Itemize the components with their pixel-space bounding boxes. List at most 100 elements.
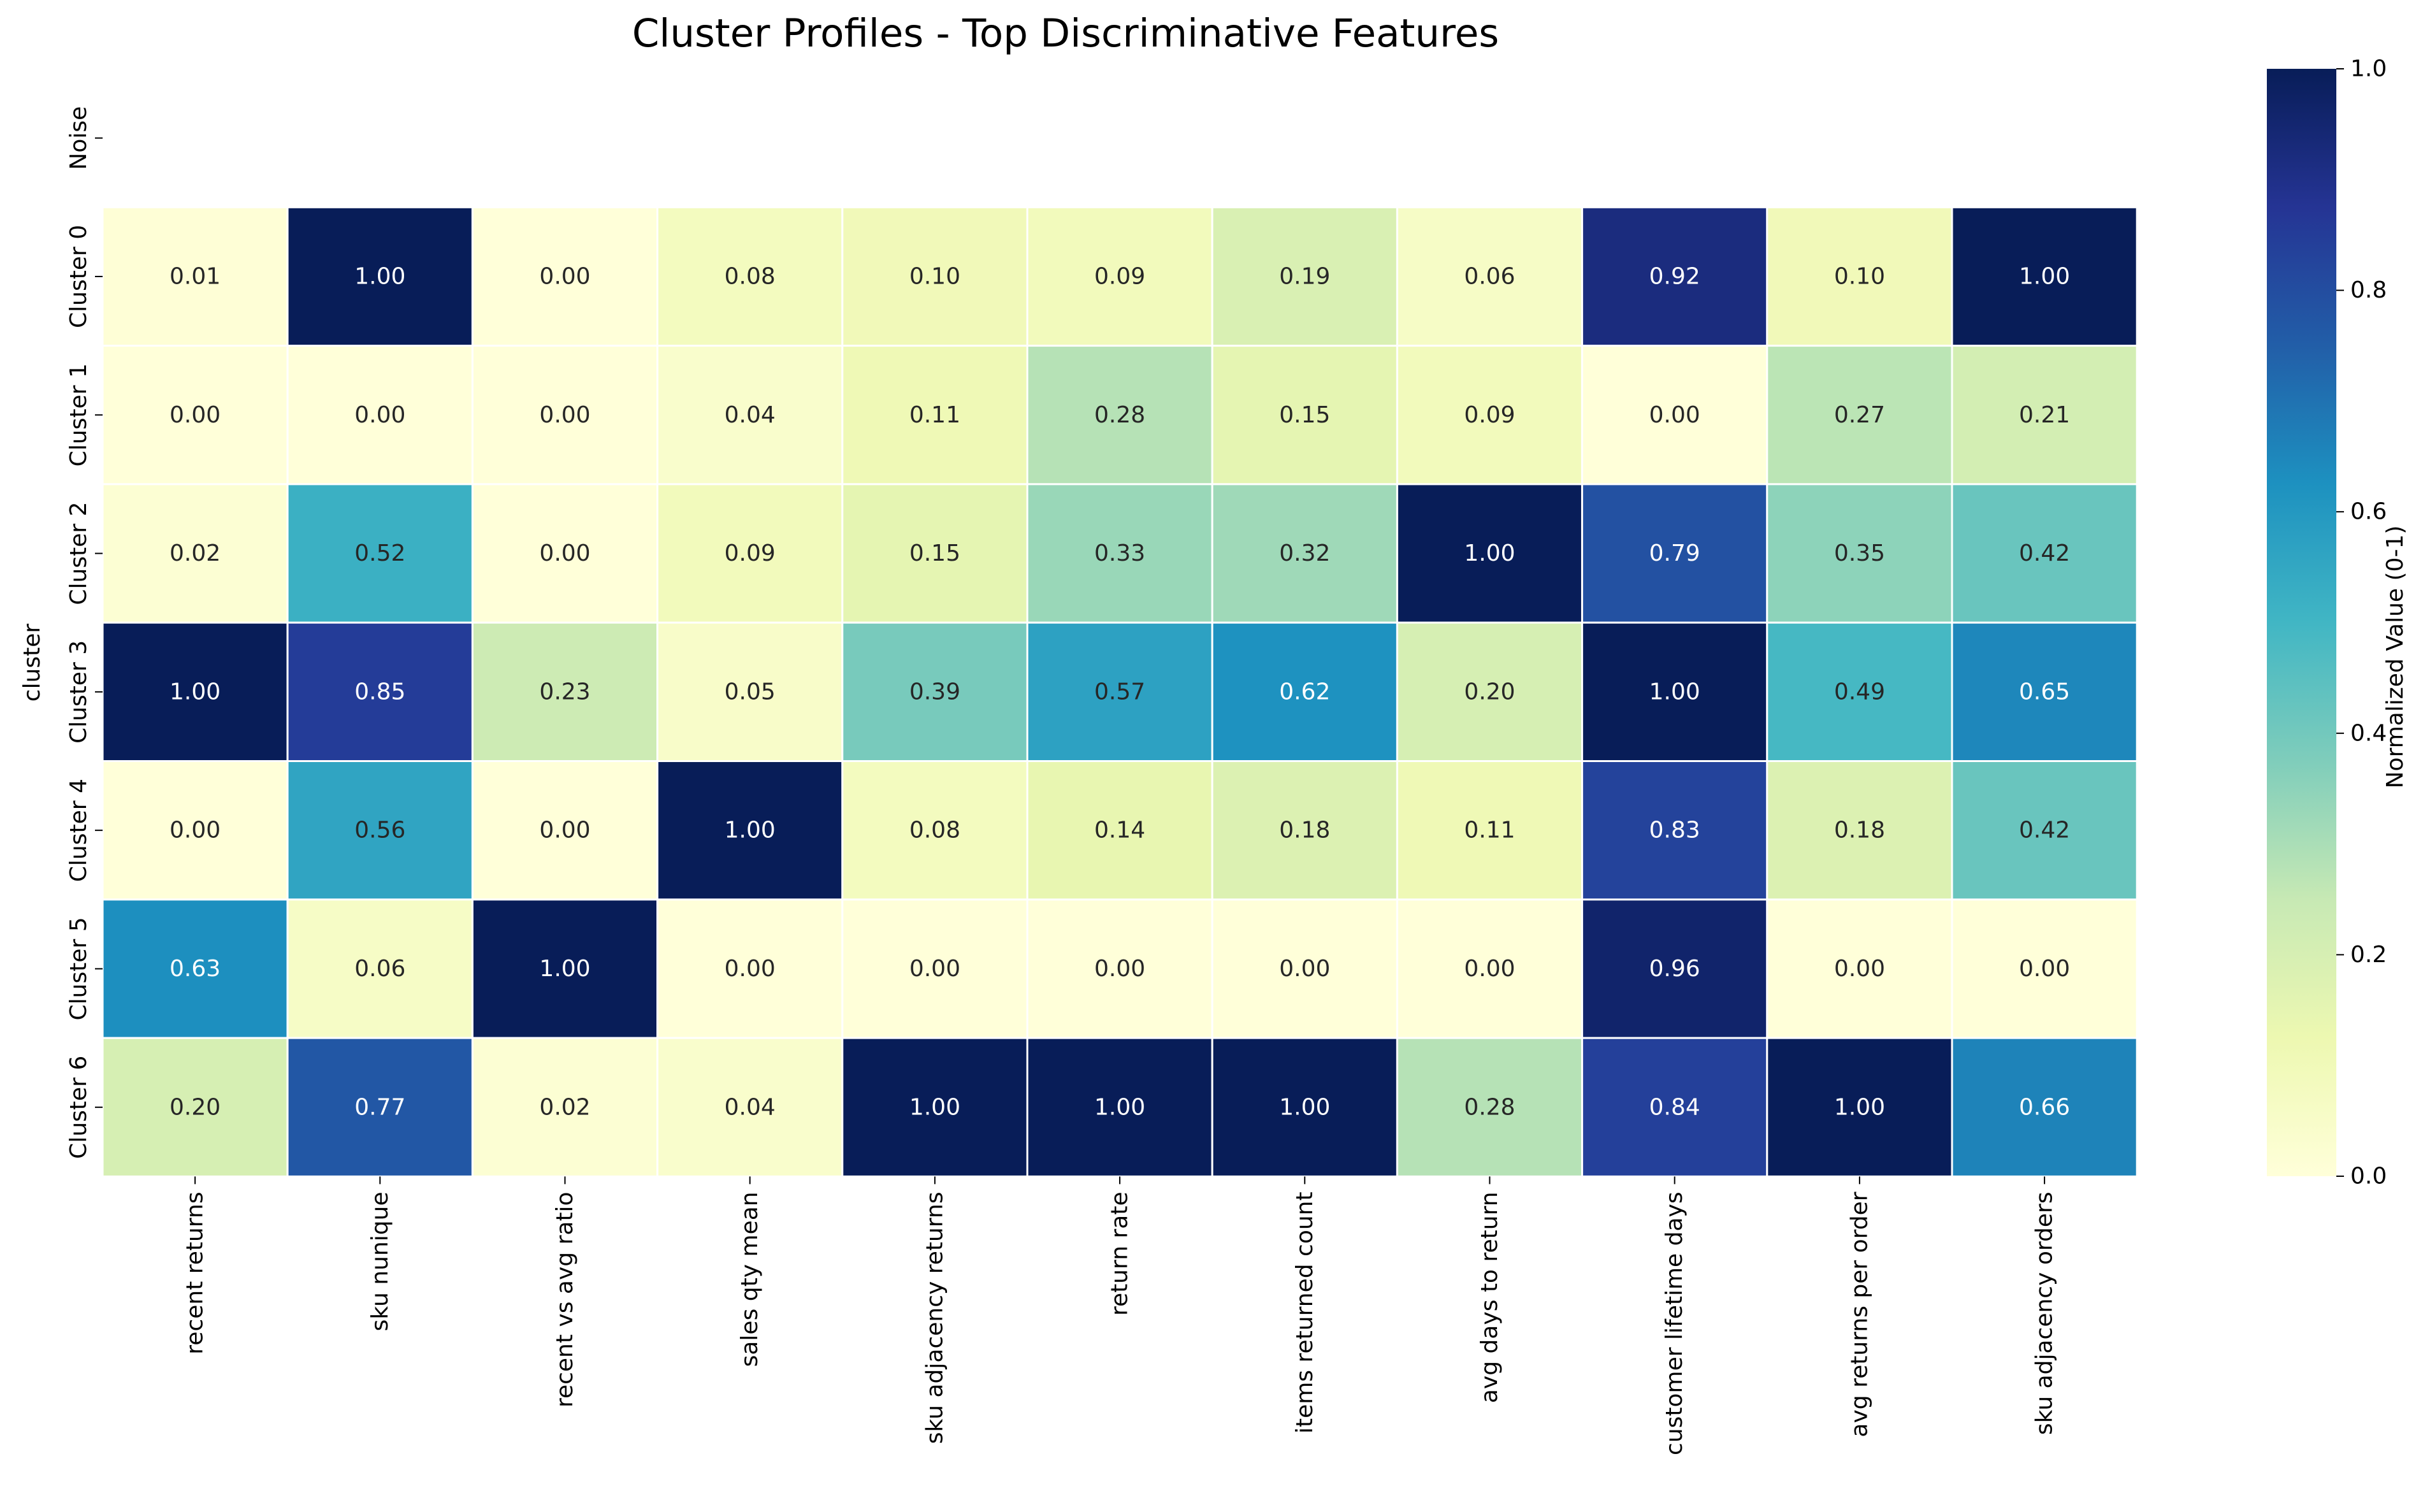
heatmap-cell (1211, 345, 1398, 486)
cell-value-label: 1.00 (1464, 540, 1515, 566)
heatmap-cell (1026, 1037, 1213, 1177)
column-label: avg days to return (1477, 1192, 1503, 1403)
column-label: sku nunique (367, 1192, 393, 1331)
heatmap-cell (1581, 898, 1768, 1039)
cell-value-label: 0.00 (170, 817, 221, 844)
heatmap-cell (1211, 621, 1398, 763)
cell-value-label: 0.18 (1279, 817, 1330, 844)
row-label: Cluster 3 (66, 640, 92, 744)
heatmap-cell (471, 760, 659, 901)
chart-title: Cluster Profiles - Top Discriminative Fe… (632, 11, 1499, 56)
heatmap-cell (1951, 621, 2138, 763)
colorbar-tick-label: 0.4 (2350, 720, 2387, 746)
cell-value-label: 0.65 (2019, 679, 2070, 705)
heatmap-cell (1396, 206, 1584, 347)
row-label: Cluster 1 (66, 363, 92, 466)
cell-value-label: 0.00 (1834, 956, 1885, 982)
cell-value-label: 0.09 (725, 540, 776, 566)
cell-value-label: 0.15 (1279, 402, 1330, 428)
column-label: sku adjacency returns (922, 1192, 948, 1444)
cell-value-label: 0.00 (909, 956, 960, 982)
cell-value-label: 0.00 (1094, 956, 1145, 982)
column-label: sku adjacency orders (2032, 1192, 2058, 1435)
colorbar-tick-label: 0.8 (2350, 277, 2387, 303)
heatmap-cell (471, 206, 659, 347)
column-label: customer lifetime days (1661, 1192, 1688, 1455)
heatmap-cell (1581, 1037, 1768, 1177)
cell-value-label: 0.00 (539, 540, 590, 566)
cell-value-label: 0.10 (1834, 263, 1885, 289)
heatmap-cell (471, 345, 659, 486)
heatmap-cell (841, 483, 1029, 624)
colorbar: 0.0 0.2 0.4 0.6 0.8 1.0 (2267, 56, 2387, 1190)
row-labels: Noise Cluster 0 Cluster 1 Cluster 2 Cluster … (66, 106, 103, 1159)
cell-value-label: 0.49 (1834, 679, 1885, 705)
cell-value-label: 0.21 (2019, 402, 2070, 428)
column-labels: recent returns sku nunique recent vs avg r… (182, 1176, 2058, 1455)
colorbar-tick-label: 0.2 (2350, 942, 2387, 968)
heatmap-cell (1581, 760, 1768, 901)
heatmap-cell (286, 621, 474, 763)
heatmap-cell (1766, 206, 1953, 347)
heatmap-cell (286, 1037, 474, 1177)
cell-value-label: 0.00 (1279, 956, 1330, 982)
cell-value-label: 0.62 (1279, 679, 1330, 705)
cell-value-label: 0.14 (1094, 817, 1145, 844)
colorbar-gradient (2267, 69, 2336, 1176)
heatmap-cell (1026, 621, 1213, 763)
heatmap-cell (101, 345, 289, 486)
cell-value-label: 0.85 (354, 679, 405, 705)
row-label: Cluster 5 (66, 917, 92, 1020)
heatmap-cell (1951, 206, 2138, 347)
cell-value-label: 0.09 (1464, 402, 1515, 428)
cell-value-label: 0.11 (909, 402, 960, 428)
heatmap-cell (286, 345, 474, 486)
cell-value-label: 0.18 (1834, 817, 1885, 844)
heatmap-cell (1026, 206, 1213, 347)
cell-value-label: 0.00 (2019, 956, 2070, 982)
heatmap-cell (656, 621, 844, 763)
colorbar-tick-label: 1.0 (2350, 56, 2387, 82)
heatmap-cell (1581, 345, 1768, 486)
heatmap-cell (1581, 483, 1768, 624)
heatmap-cell (841, 206, 1029, 347)
heatmap-cell (1766, 621, 1953, 763)
cell-value-label: 0.11 (1464, 817, 1515, 844)
cell-value-label: 0.28 (1464, 1094, 1515, 1120)
cell-value-label: 0.66 (2019, 1094, 2070, 1120)
cell-value-label: 0.28 (1094, 402, 1145, 428)
cell-value-label: 0.10 (909, 263, 960, 289)
heatmap-cell (286, 898, 474, 1039)
heatmap-cells: 0.01 1.00 0.00 0.08 0.10 0.09 0.19 0.06 0.92 0.10… (101, 206, 2138, 1177)
heatmap-cell (101, 1037, 289, 1177)
cell-value-label: 0.92 (1649, 263, 1700, 289)
y-axis-label: cluster (19, 624, 45, 702)
colorbar-label: Normalized Value (0-1) (2382, 526, 2408, 789)
cell-value-label: 1.00 (170, 679, 221, 705)
cell-value-label: 0.52 (354, 540, 405, 566)
heatmap-cell (101, 760, 289, 901)
cell-value-label: 0.39 (909, 679, 960, 705)
column-label: items returned count (1292, 1192, 1318, 1434)
heatmap-cell (1951, 483, 2138, 624)
heatmap-cell (1766, 1037, 1953, 1177)
cell-value-label: 0.27 (1834, 402, 1885, 428)
cell-value-label: 0.20 (1464, 679, 1515, 705)
cell-value-label: 0.08 (909, 817, 960, 844)
cell-value-label: 0.63 (170, 956, 221, 982)
cell-value-label: 0.32 (1279, 540, 1330, 566)
cell-value-label: 0.00 (1464, 956, 1515, 982)
heatmap-cell (471, 483, 659, 624)
cell-value-label: 0.00 (170, 402, 221, 428)
heatmap-cell (1766, 345, 1953, 486)
cell-value-label: 0.35 (1834, 540, 1885, 566)
heatmap-cell (841, 760, 1029, 901)
cell-value-label: 0.06 (354, 956, 405, 982)
cell-value-label: 0.00 (539, 263, 590, 289)
cell-value-label: 0.83 (1649, 817, 1700, 844)
cell-value-label: 1.00 (1279, 1094, 1330, 1120)
heatmap-cell (1211, 483, 1398, 624)
heatmap-cell (1396, 1037, 1584, 1177)
heatmap-cell (1396, 345, 1584, 486)
